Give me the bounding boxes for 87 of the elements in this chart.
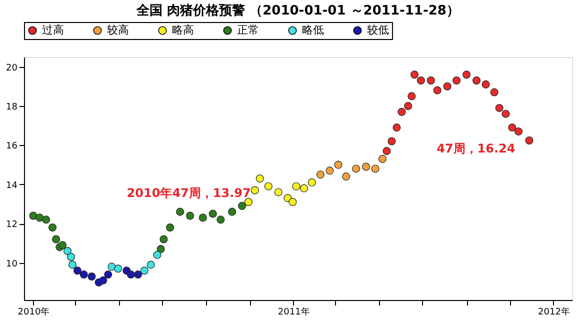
point: [114, 264, 122, 273]
point: [408, 92, 416, 100]
point: [67, 252, 76, 261]
point: [443, 82, 452, 90]
point: [416, 76, 425, 85]
point: [244, 198, 252, 206]
point: [228, 208, 236, 216]
point: [292, 182, 300, 190]
point: [58, 241, 66, 250]
y-tick-label: 10: [6, 259, 18, 270]
legend-label: 正常: [237, 24, 259, 37]
point: [326, 166, 334, 175]
point: [140, 266, 148, 275]
point: [508, 124, 516, 132]
y-tick-label: 20: [6, 63, 18, 74]
point: [433, 86, 442, 94]
point: [153, 250, 162, 259]
point: [156, 245, 165, 254]
x-tick-label: 2011年: [278, 306, 310, 318]
point: [495, 104, 504, 112]
legend-label: 较高: [107, 24, 129, 37]
point: [160, 235, 168, 244]
y-tick-label: 16: [6, 142, 18, 152]
point: [63, 247, 72, 256]
point: [42, 216, 50, 224]
point: [108, 262, 116, 271]
legend-label: 过高: [42, 24, 64, 37]
annotation: 47周，16.24: [436, 141, 516, 156]
point: [238, 202, 246, 210]
point: [472, 76, 481, 85]
point: [482, 80, 490, 88]
point: [462, 70, 471, 79]
point: [88, 272, 96, 280]
point: [378, 154, 386, 163]
point: [126, 270, 135, 279]
point: [316, 170, 324, 179]
point: [288, 198, 297, 206]
point: [502, 110, 510, 118]
point: [250, 186, 259, 194]
legend-label: 略低: [302, 24, 324, 37]
x-tick-label: 2010年: [18, 306, 50, 318]
point: [274, 188, 282, 196]
point: [410, 70, 419, 79]
point: [525, 136, 534, 144]
y-tick-label: 14: [6, 180, 18, 191]
y-tick-label: 18: [6, 102, 18, 112]
point: [216, 216, 225, 224]
point: [398, 108, 406, 116]
point: [300, 184, 308, 192]
point: [342, 172, 350, 181]
point: [392, 124, 401, 132]
point: [52, 235, 60, 244]
point: [382, 147, 391, 156]
point: [73, 266, 82, 275]
point: [371, 164, 380, 173]
point: [48, 223, 57, 232]
point: [36, 214, 44, 222]
point: [99, 276, 108, 284]
y-tick-label: 12: [6, 220, 18, 230]
point: [388, 137, 396, 146]
point: [134, 270, 142, 279]
point: [514, 127, 523, 136]
point: [176, 208, 184, 216]
legend-label: 较低: [367, 24, 389, 37]
point: [29, 212, 38, 220]
point: [256, 174, 264, 182]
point: [452, 76, 461, 85]
point: [334, 160, 342, 169]
legend-label: 略高: [172, 24, 194, 37]
point: [362, 162, 370, 171]
point: [264, 182, 272, 190]
point: [68, 260, 76, 269]
point: [490, 88, 498, 96]
point: [404, 102, 412, 110]
x-tick-label: 2012年: [538, 306, 570, 318]
point: [104, 270, 112, 279]
point: [80, 270, 88, 279]
point: [198, 214, 207, 222]
point: [208, 210, 217, 218]
point: [186, 212, 194, 220]
point: [308, 178, 316, 186]
point: [426, 76, 435, 85]
point: [166, 223, 174, 232]
point: [352, 164, 360, 173]
chart-title: 全国 肉猪价格预警 （2010-01-01 ～2011-11-28）: [136, 4, 460, 18]
annotation: 2010年47周，13.97: [126, 186, 251, 200]
point: [146, 260, 155, 269]
